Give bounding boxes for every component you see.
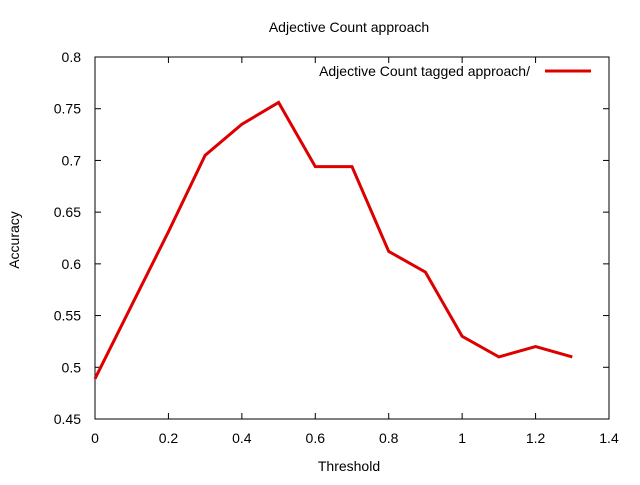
y-tick-label: 0.5 bbox=[62, 359, 82, 375]
chart-title: Adjective Count approach bbox=[269, 19, 429, 35]
x-tick-label: 0 bbox=[91, 430, 99, 446]
x-tick-label: 1.2 bbox=[526, 430, 546, 446]
x-axis: 0 0.2 0.4 0.6 0.8 1 1.2 1.4 bbox=[91, 57, 619, 446]
x-tick-label: 0.8 bbox=[379, 430, 399, 446]
legend-label: Adjective Count tagged approach/ bbox=[319, 63, 530, 79]
x-axis-label: Threshold bbox=[318, 458, 380, 474]
x-tick-label: 0.6 bbox=[306, 430, 326, 446]
x-tick-label: 1 bbox=[458, 430, 466, 446]
y-tick-label: 0.45 bbox=[54, 411, 81, 427]
plot-frame bbox=[95, 57, 609, 419]
legend: Adjective Count tagged approach/ bbox=[319, 63, 591, 79]
y-tick-label: 0.6 bbox=[62, 256, 82, 272]
y-axis: 0.45 0.5 0.55 0.6 0.65 0.7 0.75 0.8 bbox=[54, 49, 609, 427]
x-tick-label: 1.4 bbox=[599, 430, 619, 446]
y-tick-label: 0.55 bbox=[54, 308, 81, 324]
series-layer bbox=[95, 102, 572, 378]
x-tick-label: 0.4 bbox=[232, 430, 252, 446]
x-tick-label: 0.2 bbox=[159, 430, 179, 446]
y-tick-label: 0.8 bbox=[62, 49, 82, 65]
y-axis-label: Accuracy bbox=[6, 211, 22, 269]
y-tick-label: 0.65 bbox=[54, 204, 81, 220]
y-tick-label: 0.75 bbox=[54, 101, 81, 117]
series-line bbox=[95, 103, 572, 379]
y-tick-label: 0.7 bbox=[62, 152, 82, 168]
